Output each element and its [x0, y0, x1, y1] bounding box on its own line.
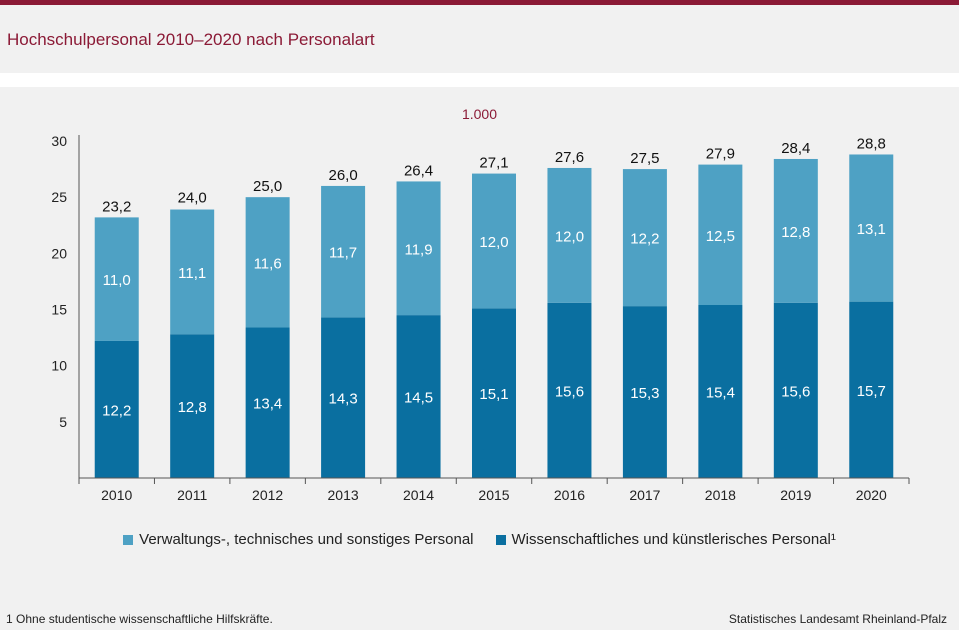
bar-segment-wissenschaft: [622, 306, 667, 478]
x-tick-label: 2020: [856, 487, 887, 503]
x-tick-label: 2014: [403, 487, 434, 503]
bar-value-label: 12,2: [102, 402, 131, 419]
bar-total-label: 26,0: [328, 167, 357, 184]
bar-segment-verwaltung: [472, 173, 516, 309]
bar-segment-verwaltung: [94, 217, 139, 341]
y-tick-label: 30: [51, 133, 67, 149]
unit-label: 1.000: [461, 106, 498, 122]
bar-value-label: 12,8: [781, 224, 810, 241]
y-tick-label: 5: [59, 414, 67, 430]
legend-label-wissenschaft: Wissenschaftliches und künstlerisches Pe…: [511, 531, 836, 548]
bar-value-label: 14,3: [328, 391, 357, 408]
bar-value-label: 12,2: [630, 231, 659, 248]
bar-value-label: 15,6: [555, 383, 584, 400]
bar-segment-verwaltung: [321, 185, 366, 318]
bar-total-label: 27,6: [555, 149, 584, 166]
legend-item-verwaltung: Verwaltungs-, technisches und sonstiges …: [123, 531, 474, 548]
title-bar: Hochschulpersonal 2010–2020 nach Persona…: [0, 5, 959, 73]
source-credit: Statistisches Landesamt Rheinland-Pfalz: [728, 612, 947, 626]
bar-value-label: 11,9: [404, 241, 432, 258]
y-tick-label: 25: [51, 189, 67, 205]
chart-title: Hochschulpersonal 2010–2020 nach Persona…: [7, 30, 375, 49]
bar-segment-wissenschaft: [396, 315, 441, 478]
bar-segment-verwaltung: [773, 158, 818, 303]
bar-value-label: 15,3: [630, 385, 659, 402]
bar-value-label: 11,0: [103, 272, 131, 289]
legend-swatch-wissenschaft: [495, 534, 506, 545]
bar-segment-wissenschaft: [170, 334, 215, 478]
x-tick-label: 2010: [101, 487, 132, 503]
bar-total-label: 28,8: [857, 135, 886, 152]
legend: Verwaltungs-, technisches und sonstiges …: [0, 531, 959, 548]
bar-value-label: 15,6: [781, 383, 810, 400]
bar-total-label: 26,4: [404, 162, 433, 179]
bar-total-label: 28,4: [781, 140, 810, 157]
bar-segment-wissenschaft: [321, 317, 366, 478]
x-tick-label: 2018: [705, 487, 736, 503]
bar-segment-verwaltung: [396, 181, 441, 316]
bar-segment-wissenschaft: [849, 301, 894, 478]
bars: 12,2 11,0 23,2 12,8 11,1 24,0 13,4 11,6 25,0 14,3…: [94, 135, 894, 478]
bar-segment-verwaltung: [547, 167, 592, 303]
bar-total-label: 25,0: [253, 178, 282, 195]
bar-segment-wissenschaft: [698, 305, 743, 478]
bar-value-label: 12,0: [555, 228, 584, 245]
top-accent-rule: [0, 0, 959, 5]
x-axis: 2010 2011 2012 2013 2014 2015 2016 2017 2018 2019…: [78, 477, 910, 503]
bar-value-label: 14,5: [404, 390, 433, 407]
bar-total-label: 27,1: [479, 155, 508, 172]
bar-segment-verwaltung: [698, 164, 743, 306]
bar-value-label: 12,0: [479, 234, 508, 251]
bar-total-label: 27,9: [706, 146, 735, 163]
bar-value-label: 12,5: [706, 228, 735, 245]
y-tick-label: 15: [51, 302, 67, 318]
bar-segment-wissenschaft: [472, 308, 516, 478]
bar-total-label: 24,0: [178, 189, 207, 206]
bar-value-label: 11,7: [329, 245, 357, 262]
bar-segment-verwaltung: [170, 209, 215, 335]
bar-value-label: 15,4: [706, 385, 735, 402]
bar-value-label: 15,7: [857, 383, 886, 400]
bar-segment-wissenschaft: [547, 302, 592, 478]
bar-segment-verwaltung: [622, 169, 667, 307]
x-tick-label: 2017: [629, 487, 660, 503]
x-tick-label: 2015: [478, 487, 509, 503]
bar-value-label: 11,1: [178, 265, 206, 282]
bar-value-label: 13,1: [857, 221, 886, 238]
legend-item-wissenschaft: Wissenschaftliches und künstlerisches Pe…: [495, 531, 836, 548]
x-tick-label: 2013: [328, 487, 359, 503]
bar-value-label: 11,6: [254, 255, 282, 272]
bar-value-label: 12,8: [178, 399, 207, 416]
x-tick-label: 2012: [252, 487, 283, 503]
bar-segment-verwaltung: [849, 154, 894, 302]
bar-segment-verwaltung: [245, 197, 290, 328]
bar-segment-wissenschaft: [245, 327, 290, 478]
x-tick-label: 2019: [780, 487, 811, 503]
legend-label-verwaltung: Verwaltungs-, technisches und sonstiges …: [139, 531, 474, 548]
bar-segment-wissenschaft: [94, 340, 139, 478]
legend-swatch-verwaltung: [123, 534, 134, 545]
y-tick-label: 20: [51, 245, 67, 261]
bar-total-label: 27,5: [630, 150, 659, 167]
bar-value-label: 15,1: [479, 386, 508, 403]
bar-value-label: 13,4: [253, 396, 282, 413]
x-tick-label: 2011: [177, 487, 207, 503]
bar-segment-wissenschaft: [773, 302, 818, 478]
y-tick-label: 10: [51, 358, 67, 374]
bar-total-label: 23,2: [102, 198, 131, 215]
y-axis: 5 10 15 20 25 30: [51, 133, 80, 478]
x-tick-label: 2016: [554, 487, 585, 503]
footnote: 1 Ohne studentische wissenschaftliche Hi…: [6, 612, 273, 626]
